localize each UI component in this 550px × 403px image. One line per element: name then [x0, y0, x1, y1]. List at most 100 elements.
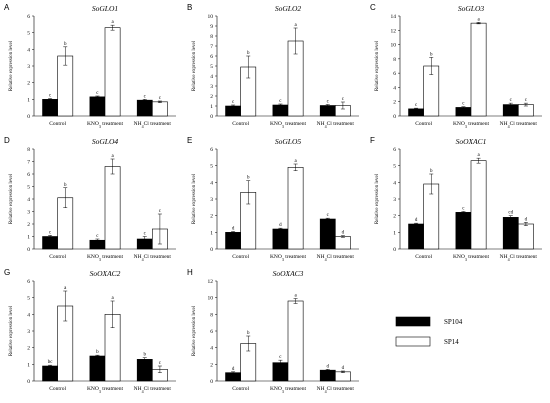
- category-label-0: Control: [49, 386, 66, 392]
- y-tick-label-3: 3: [210, 197, 213, 203]
- significance-label-sp104-1: c: [279, 99, 282, 104]
- bar-sp104-0: [42, 99, 58, 117]
- panel-letter: B: [187, 3, 192, 12]
- chart-panel-h: H SoOXAC3 Relative expression level 0 2 4 6 8 10…: [187, 268, 359, 394]
- significance-label-sp14-2: c: [159, 96, 162, 101]
- category-label-2: NH4Cl treatment: [134, 254, 172, 262]
- legend-swatch-sp14: [395, 336, 431, 347]
- bar-sp14-1: [470, 160, 487, 250]
- significance-label-sp14-2: c: [159, 361, 162, 366]
- category-label-1: KNO3 treatment: [453, 121, 490, 129]
- bar-sp14-1: [104, 166, 121, 250]
- significance-label-sp104-1: c: [462, 102, 465, 107]
- legend-entry-sp14: SP14: [395, 336, 459, 347]
- chart-panel-a: A SoGLO1 Relative expression level 0 1 2 3 4 5 6 C…: [4, 3, 176, 129]
- y-tick-label-9: 9: [210, 24, 213, 30]
- significance-label-sp104-0: c: [49, 230, 52, 235]
- y-tick-label-2: 4: [210, 346, 213, 352]
- category-label-0: Control: [232, 254, 249, 260]
- legend-swatch-sp104: [395, 316, 431, 327]
- y-tick-label-7: 7: [210, 44, 213, 50]
- y-axis-label: Relative expression level: [375, 173, 380, 224]
- y-tick-label-0: 0: [27, 247, 30, 253]
- y-tick-label-5: 5: [27, 185, 30, 191]
- y-tick-label-0: 0: [393, 114, 396, 120]
- significance-label-sp14-2: d: [525, 217, 528, 222]
- bar-sp14-2: [152, 101, 168, 117]
- y-tick-label-4: 4: [210, 74, 213, 80]
- y-tick-label-5: 5: [210, 164, 213, 170]
- y-tick-label-0: 0: [210, 247, 213, 253]
- significance-label-sp14-1: a: [477, 17, 480, 22]
- panel-letter: F: [370, 136, 375, 145]
- category-label-0: Control: [49, 254, 66, 260]
- significance-label-sp104-2: c: [144, 94, 147, 99]
- significance-label-sp104-0: d: [232, 227, 235, 232]
- category-label-1: KNO3 treatment: [453, 254, 490, 262]
- y-tick-label-4: 8: [393, 57, 396, 63]
- category-label-0: Control: [49, 121, 66, 127]
- y-tick-label-6: 6: [210, 54, 213, 60]
- category-label-1: KNO3 treatment: [270, 254, 307, 262]
- y-tick-label-1: 1: [210, 230, 213, 236]
- significance-label-sp104-0: c: [415, 103, 418, 108]
- panel-letter: G: [4, 268, 10, 277]
- panel-title: SoGLO2: [275, 4, 302, 13]
- bar-sp104-2: [319, 218, 336, 250]
- bar-sp104-2: [136, 99, 153, 117]
- y-tick-label-1: 1: [27, 97, 30, 103]
- category-label-2: NH4Cl treatment: [500, 121, 538, 129]
- bar-sp104-1: [89, 355, 106, 382]
- significance-label-sp14-0: b: [430, 52, 433, 57]
- bar-sp14-1: [287, 300, 304, 382]
- y-tick-label-6: 6: [27, 172, 30, 178]
- significance-label-sp14-0: b: [247, 176, 250, 181]
- y-tick-label-6: 6: [27, 279, 30, 285]
- significance-label-sp14-0: b: [247, 331, 250, 336]
- bar-sp104-2: [502, 217, 519, 250]
- bar-sp14-2: [518, 104, 534, 117]
- category-label-0: Control: [415, 254, 432, 260]
- bar-sp104-0: [225, 232, 241, 250]
- y-tick-label-3: 3: [393, 197, 396, 203]
- y-tick-label-1: 1: [393, 230, 396, 236]
- legend: SP104 SP14: [395, 316, 463, 347]
- y-tick-label-3: 6: [393, 71, 396, 77]
- y-tick-label-8: 8: [210, 34, 213, 40]
- bar-sp104-1: [272, 104, 289, 117]
- significance-label-sp14-2: c: [525, 98, 528, 103]
- bar-sp104-2: [319, 369, 336, 382]
- chart-panel-b: B SoGLO2 Relative expression level 0 1 2 3 4 5 6 7…: [187, 3, 359, 129]
- significance-label-sp14-0: b: [64, 42, 67, 47]
- category-label-2: NH4Cl treatment: [134, 121, 172, 129]
- y-tick-label-6: 12: [208, 279, 214, 285]
- chart-panel-f: F SoOXAC1 Relative expression level 0 1 2 3 4 5 6…: [370, 136, 542, 262]
- bar-sp104-1: [272, 228, 289, 250]
- significance-label-sp104-0: d: [415, 218, 418, 223]
- category-label-1: KNO3 treatment: [87, 254, 124, 262]
- y-tick-label-2: 2: [393, 214, 396, 220]
- significance-label-sp104-2: d: [327, 364, 330, 369]
- category-label-2: NH4Cl treatment: [500, 254, 538, 262]
- significance-label-sp104-0: d: [232, 367, 235, 372]
- significance-label-sp104-1: c: [96, 234, 99, 239]
- bar-sp104-1: [455, 107, 472, 117]
- panel-title: SoGLO3: [458, 4, 485, 13]
- bar-sp14-2: [335, 236, 351, 250]
- y-tick-label-4: 8: [210, 312, 213, 318]
- chart-panel-d: D SoGLO4 Relative expression level 0 1 2 3 4 5 6 7…: [4, 136, 176, 262]
- significance-label-sp14-0: b: [64, 183, 67, 188]
- significance-label-sp104-2: c: [327, 100, 330, 105]
- significance-label-sp14-1: a: [111, 296, 114, 301]
- y-tick-label-2: 2: [27, 222, 30, 228]
- panel-letter: D: [4, 136, 10, 145]
- bar-sp104-0: [225, 105, 241, 117]
- significance-label-sp14-2: d: [342, 231, 345, 236]
- y-axis-label: Relative expression level: [9, 305, 14, 356]
- y-tick-label-6: 12: [391, 28, 397, 34]
- y-tick-label-1: 2: [393, 100, 396, 106]
- category-label-1: KNO3 treatment: [270, 386, 307, 394]
- y-tick-label-0: 0: [27, 379, 30, 385]
